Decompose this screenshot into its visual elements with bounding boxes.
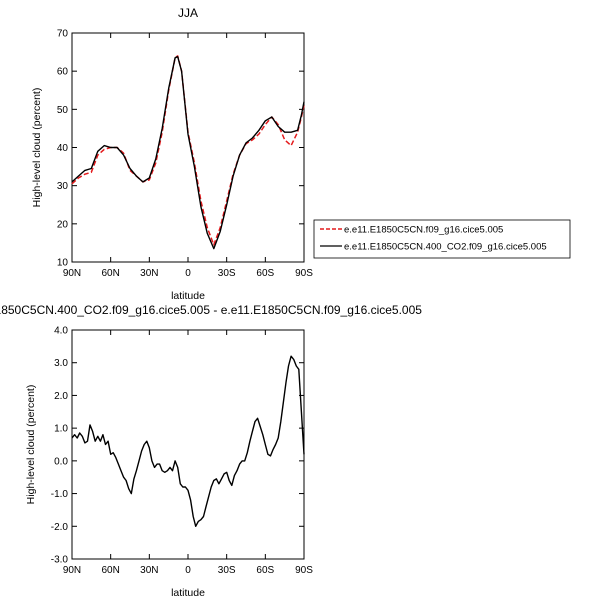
bottom-panel: e.e11.E1850C5CN.400_CO2.f09_g16.cice5.00… bbox=[0, 303, 422, 599]
top-panel: JJA latitude High-level cloud (percent) … bbox=[31, 6, 313, 302]
series-line-1-0 bbox=[71, 355, 305, 527]
bottom-series-lines bbox=[71, 355, 305, 527]
y-tick-label: 2.0 bbox=[54, 391, 68, 402]
y-tick-label: -2.0 bbox=[51, 522, 69, 533]
y-tick-label: 60 bbox=[57, 67, 69, 78]
legend-box bbox=[313, 219, 571, 259]
series-line-0-1 bbox=[71, 56, 305, 250]
y-tick-label: 20 bbox=[57, 219, 69, 230]
top-axis-ticks: 90N 60N 30N 0 30S 60S 90S 10 20 30 40 50 60 70 bbox=[57, 29, 313, 280]
y-tick-label: 0.0 bbox=[54, 456, 68, 467]
bottom-chart-title: e.e11.E1850C5CN.400_CO2.f09_g16.cice5.00… bbox=[0, 303, 422, 317]
series-line-0-0 bbox=[71, 55, 305, 246]
x-tick-label: 60N bbox=[101, 268, 119, 279]
x-tick-label: 90S bbox=[295, 565, 313, 576]
x-tick-label: 30S bbox=[218, 268, 236, 279]
y-tick-label: 10 bbox=[57, 258, 69, 269]
legend-label-co2: e.e11.E1850C5CN.400_CO2.f09_g16.cice5.00… bbox=[344, 242, 547, 253]
top-y-axis-title: High-level cloud (percent) bbox=[31, 88, 43, 208]
y-tick-label: 70 bbox=[57, 29, 69, 40]
x-tick-label: 90N bbox=[63, 268, 81, 279]
legend: e.e11.E1850C5CN.f09_g16.cice5.005 e.e11.… bbox=[313, 219, 571, 259]
y-tick-label: 4.0 bbox=[54, 326, 68, 337]
x-tick-label: 30S bbox=[218, 565, 236, 576]
bottom-plot-area bbox=[71, 329, 305, 560]
x-tick-label: 30N bbox=[140, 268, 158, 279]
x-tick-label: 90N bbox=[63, 565, 81, 576]
bottom-x-axis-title: latitude bbox=[171, 587, 205, 599]
legend-label-control: e.e11.E1850C5CN.f09_g16.cice5.005 bbox=[344, 225, 503, 236]
y-tick-label: -3.0 bbox=[51, 555, 69, 566]
top-series-lines bbox=[71, 55, 305, 250]
x-tick-label: 60N bbox=[101, 565, 119, 576]
x-tick-label: 60S bbox=[256, 268, 274, 279]
y-tick-label: 1.0 bbox=[54, 424, 68, 435]
bottom-axis-ticks: 90N 60N 30N 0 30S 60S 90S -3.0 -2.0 -1.0 0.0 1.0 2.0… bbox=[51, 326, 313, 577]
x-tick-label: 0 bbox=[185, 268, 191, 279]
top-plot-area bbox=[71, 32, 305, 263]
top-chart-title: JJA bbox=[178, 6, 198, 20]
x-tick-label: 0 bbox=[185, 565, 191, 576]
y-tick-label: -1.0 bbox=[51, 489, 69, 500]
y-tick-label: 3.0 bbox=[54, 358, 68, 369]
y-tick-label: 30 bbox=[57, 181, 69, 192]
y-tick-label: 50 bbox=[57, 105, 69, 116]
bottom-y-axis-title: High-level cloud (percent) bbox=[25, 385, 37, 505]
top-x-axis-title: latitude bbox=[171, 290, 205, 302]
y-tick-label: 40 bbox=[57, 143, 69, 154]
x-tick-label: 30N bbox=[140, 565, 158, 576]
x-tick-label: 90S bbox=[295, 268, 313, 279]
x-tick-label: 60S bbox=[256, 565, 274, 576]
